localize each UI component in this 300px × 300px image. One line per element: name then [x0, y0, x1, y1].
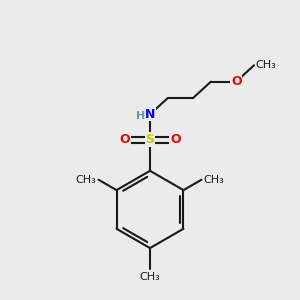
Text: CH₃: CH₃ — [204, 175, 224, 185]
Text: O: O — [231, 75, 242, 88]
Text: H: H — [136, 111, 145, 121]
Text: O: O — [170, 133, 181, 146]
Text: CH₃: CH₃ — [256, 60, 276, 70]
Text: CH₃: CH₃ — [76, 175, 96, 185]
Text: N: N — [145, 108, 155, 121]
Text: O: O — [119, 133, 130, 146]
Text: S: S — [146, 133, 154, 146]
Text: CH₃: CH₃ — [140, 272, 160, 283]
